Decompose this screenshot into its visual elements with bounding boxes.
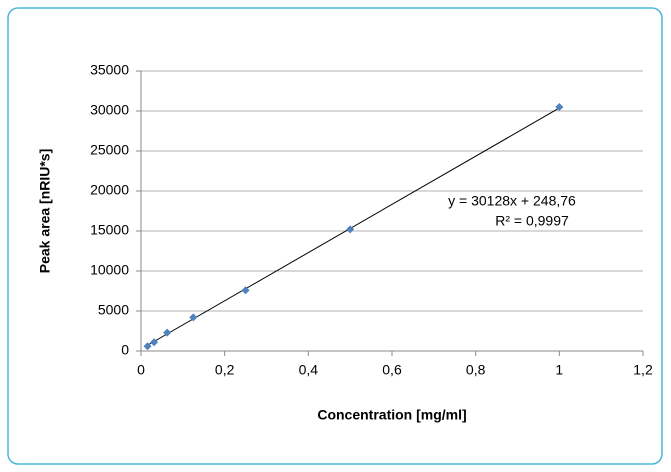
data-point — [241, 286, 250, 295]
frame — [7, 7, 663, 465]
y-tick-label: 20000 — [90, 182, 129, 198]
x-tick-label: 0 — [137, 362, 145, 378]
y-tick-label: 30000 — [90, 102, 129, 118]
y-tick-label: 5000 — [98, 302, 129, 318]
data-point — [143, 342, 152, 351]
x-tick-label: 0,8 — [466, 362, 486, 378]
y-axis-title: Peak area [nRIU*s] — [37, 149, 53, 274]
x-tick-label: 0,4 — [299, 362, 319, 378]
x-tick-label: 1,2 — [633, 362, 653, 378]
data-point — [555, 103, 564, 111]
data-point — [189, 313, 198, 322]
y-tick-label: 25000 — [90, 142, 129, 158]
x-axis-title: Concentration [mg/ml] — [317, 407, 466, 423]
data-point — [150, 338, 159, 347]
x-tick-label: 0,2 — [215, 362, 235, 378]
trend-r-squared: R² = 0,9997 — [495, 213, 569, 229]
x-tick-label: 0,6 — [382, 362, 402, 378]
x-tick-label: 1 — [555, 362, 563, 378]
data-point — [163, 328, 172, 337]
y-tick-label: 0 — [121, 342, 129, 358]
y-tick-label: 35000 — [90, 62, 129, 78]
trend-equation: y = 30128x + 248,76 — [448, 193, 576, 209]
y-tick-label: 15000 — [90, 222, 129, 238]
y-tick-label: 10000 — [90, 262, 129, 278]
data-point — [346, 225, 355, 234]
trendline — [147, 107, 560, 346]
